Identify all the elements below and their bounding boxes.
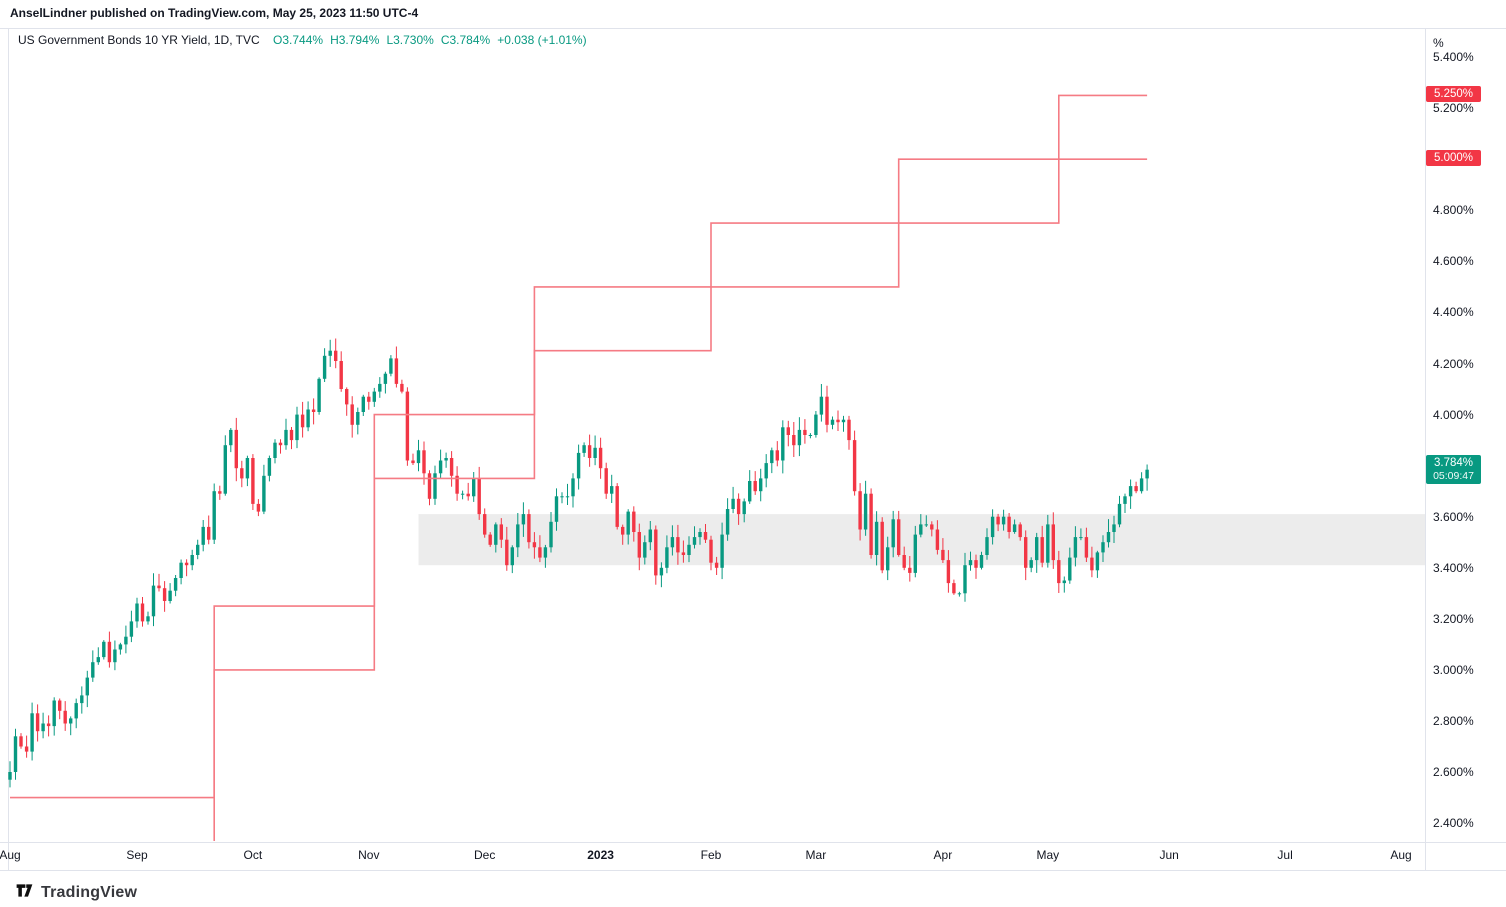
fed-lower-price-label: 5.000%: [1426, 150, 1481, 167]
time-axis-label: Jul: [1277, 848, 1293, 862]
time-axis-label: Dec: [474, 848, 496, 862]
published-info: published on TradingView.com, May 25, 20…: [86, 6, 419, 20]
support-zone-band: [418, 514, 1425, 566]
chart-plot-area[interactable]: [8, 28, 1425, 841]
symbol-legend[interactable]: US Government Bonds 10 YR Yield, 1D, TVC…: [18, 33, 594, 47]
price-tick-label: 3.400%: [1433, 560, 1474, 575]
price-tick-label: 5.400%: [1433, 50, 1474, 65]
last-price-label: 3.784% 05:09:47: [1426, 454, 1481, 484]
price-tick-label: 2.800%: [1433, 714, 1474, 728]
tradingview-brand[interactable]: TradingView: [14, 880, 137, 906]
price-axis-separator: [1425, 28, 1426, 871]
frame-left-line: [8, 28, 9, 871]
change-value: +0.038 (+1.01%): [497, 33, 587, 47]
price-tick-label: 4.000%: [1433, 407, 1474, 422]
symbol-title: US Government Bonds 10 YR Yield, 1D, TVC: [18, 33, 260, 47]
time-axis-label: Jun: [1159, 848, 1179, 862]
close-value: C3.784%: [440, 33, 491, 47]
time-axis[interactable]: Aug Sep Oct Nov Dec 2023 Feb Mar Apr May Jun Jul Aug: [0, 843, 1425, 869]
price-tick-label: 5.200%: [1433, 101, 1474, 116]
price-axis-unit: %: [1433, 36, 1444, 50]
author-name: AnselLindner: [10, 6, 87, 20]
price-tick-label: 2.600%: [1433, 765, 1474, 779]
time-axis-label: Mar: [805, 848, 827, 862]
price-tick-label: 3.200%: [1433, 611, 1474, 626]
frame-bottom-line: [0, 870, 1506, 871]
price-tick-label: 3.600%: [1433, 509, 1474, 524]
time-axis-label: Aug: [1390, 848, 1412, 862]
price-tick-label: 4.400%: [1433, 305, 1474, 320]
price-tick-label: 4.200%: [1433, 356, 1474, 371]
time-axis-separator: [0, 842, 1506, 843]
candlestick-series: [8, 338, 1149, 788]
low-value: L3.730%: [386, 33, 434, 47]
published-line: AnselLindner published on TradingView.co…: [10, 6, 418, 20]
fed-upper-price-label: 5.250%: [1426, 86, 1481, 103]
high-value: H3.794%: [330, 33, 380, 47]
time-axis-label: Aug: [0, 848, 21, 862]
price-tick-label: 2.400%: [1433, 816, 1474, 831]
tradingview-wordmark: TradingView: [41, 884, 138, 901]
price-axis[interactable]: % 5.400% 5.200% 5.000% 4.800% 4.600% 4.400% 4.…: [1426, 28, 1506, 870]
fed-funds-lower-bound: [213, 158, 1148, 841]
time-axis-label: 2023: [587, 848, 614, 862]
frame-top-line: [0, 28, 1506, 29]
price-tick-label: 3.000%: [1433, 662, 1474, 677]
time-axis-label: May: [1036, 848, 1060, 862]
price-tick-label: 4.800%: [1433, 203, 1474, 218]
ohlc-values: O3.744% H3.794% L3.730% C3.784% +0.038 (+1.0…: [273, 33, 594, 47]
time-axis-label: Nov: [358, 848, 380, 862]
bar-countdown: 05:09:47: [1433, 469, 1474, 482]
time-axis-label: Apr: [933, 848, 953, 862]
tradingview-logo-icon: [14, 880, 35, 906]
time-axis-label: Feb: [700, 848, 722, 862]
price-tick-label: 4.600%: [1433, 254, 1474, 269]
time-axis-label: Sep: [126, 848, 148, 862]
fed-funds-upper-bound: [10, 94, 1148, 799]
open-value: O3.744%: [273, 33, 324, 47]
time-axis-label: Oct: [243, 848, 263, 862]
